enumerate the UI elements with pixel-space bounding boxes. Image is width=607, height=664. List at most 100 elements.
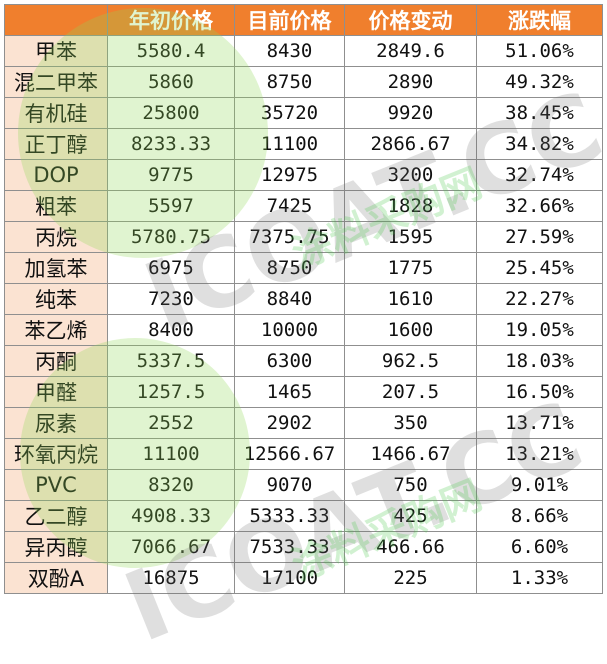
price-change-cell: 225 xyxy=(344,562,477,594)
price-change-cell: 9920 xyxy=(344,97,477,129)
product-name-cell: 纯苯 xyxy=(4,283,108,315)
start-price-cell: 9775 xyxy=(107,159,235,191)
price-change-cell: 466.66 xyxy=(344,531,477,563)
table-row: 丙烷 5780.75 7375.75 1595 27.59% xyxy=(4,221,603,253)
change-percent-cell: 32.74% xyxy=(476,159,603,191)
price-change-table: 年初价格 目前价格 价格变动 涨跌幅 甲苯 5580.4 8430 2849.6 51.… xyxy=(4,4,603,594)
current-price-cell: 17100 xyxy=(234,562,345,594)
product-name-cell: 环氧丙烷 xyxy=(4,438,108,470)
current-price-cell: 10000 xyxy=(234,314,345,346)
table-row: 正丁醇 8233.33 11100 2866.67 34.82% xyxy=(4,128,603,160)
product-name-cell: 加氢苯 xyxy=(4,252,108,284)
change-percent-cell: 38.45% xyxy=(476,97,603,129)
start-price-cell: 5780.75 xyxy=(107,221,235,253)
start-price-cell: 6975 xyxy=(107,252,235,284)
price-change-cell: 1600 xyxy=(344,314,477,346)
change-percent-cell: 9.01% xyxy=(476,469,603,501)
current-price-cell: 35720 xyxy=(234,97,345,129)
change-percent-cell: 13.21% xyxy=(476,438,603,470)
price-change-cell: 3200 xyxy=(344,159,477,191)
change-percent-cell: 34.82% xyxy=(476,128,603,160)
header-current-price: 目前价格 xyxy=(234,4,345,36)
table-header-row: 年初价格 目前价格 价格变动 涨跌幅 xyxy=(4,4,603,36)
start-price-cell: 5337.5 xyxy=(107,345,235,377)
price-change-cell: 2849.6 xyxy=(344,35,477,67)
start-price-cell: 8320 xyxy=(107,469,235,501)
price-change-cell: 1828 xyxy=(344,190,477,222)
header-price-change: 价格变动 xyxy=(344,4,477,36)
header-change-percent: 涨跌幅 xyxy=(476,4,603,36)
change-percent-cell: 6.60% xyxy=(476,531,603,563)
product-name-cell: DOP xyxy=(4,159,108,191)
product-name-cell: 异丙醇 xyxy=(4,531,108,563)
start-price-cell: 5597 xyxy=(107,190,235,222)
start-price-cell: 25800 xyxy=(107,97,235,129)
table-row: 异丙醇 7066.67 7533.33 466.66 6.60% xyxy=(4,531,603,563)
table-row: 苯乙烯 8400 10000 1600 19.05% xyxy=(4,314,603,346)
table-row: 纯苯 7230 8840 1610 22.27% xyxy=(4,283,603,315)
current-price-cell: 2902 xyxy=(234,407,345,439)
product-name-cell: 苯乙烯 xyxy=(4,314,108,346)
current-price-cell: 7533.33 xyxy=(234,531,345,563)
price-change-cell: 425 xyxy=(344,500,477,532)
change-percent-cell: 13.71% xyxy=(476,407,603,439)
price-change-cell: 1610 xyxy=(344,283,477,315)
change-percent-cell: 8.66% xyxy=(476,500,603,532)
current-price-cell: 8840 xyxy=(234,283,345,315)
start-price-cell: 1257.5 xyxy=(107,376,235,408)
change-percent-cell: 1.33% xyxy=(476,562,603,594)
current-price-cell: 5333.33 xyxy=(234,500,345,532)
product-name-cell: 乙二醇 xyxy=(4,500,108,532)
table-row: 尿素 2552 2902 350 13.71% xyxy=(4,407,603,439)
table-row: 双酚A 16875 17100 225 1.33% xyxy=(4,562,603,594)
start-price-cell: 8233.33 xyxy=(107,128,235,160)
table-row: 甲醛 1257.5 1465 207.5 16.50% xyxy=(4,376,603,408)
price-change-cell: 1466.67 xyxy=(344,438,477,470)
product-name-cell: PVC xyxy=(4,469,108,501)
header-start-price: 年初价格 xyxy=(107,4,235,36)
price-change-cell: 350 xyxy=(344,407,477,439)
product-name-cell: 甲醛 xyxy=(4,376,108,408)
change-percent-cell: 19.05% xyxy=(476,314,603,346)
product-name-cell: 丙酮 xyxy=(4,345,108,377)
current-price-cell: 8430 xyxy=(234,35,345,67)
price-change-cell: 750 xyxy=(344,469,477,501)
start-price-cell: 7066.67 xyxy=(107,531,235,563)
table-row: 混二甲苯 5860 8750 2890 49.32% xyxy=(4,66,603,98)
price-change-table-container: 年初价格 目前价格 价格变动 涨跌幅 甲苯 5580.4 8430 2849.6 51.… xyxy=(4,4,603,594)
table-row: 加氢苯 6975 8750 1775 25.45% xyxy=(4,252,603,284)
price-change-cell: 1595 xyxy=(344,221,477,253)
price-change-cell: 1775 xyxy=(344,252,477,284)
current-price-cell: 8750 xyxy=(234,66,345,98)
product-name-cell: 粗苯 xyxy=(4,190,108,222)
current-price-cell: 6300 xyxy=(234,345,345,377)
start-price-cell: 8400 xyxy=(107,314,235,346)
current-price-cell: 12566.67 xyxy=(234,438,345,470)
table-row: 粗苯 5597 7425 1828 32.66% xyxy=(4,190,603,222)
change-percent-cell: 18.03% xyxy=(476,345,603,377)
product-name-cell: 双酚A xyxy=(4,562,108,594)
start-price-cell: 5580.4 xyxy=(107,35,235,67)
start-price-cell: 4908.33 xyxy=(107,500,235,532)
change-percent-cell: 22.27% xyxy=(476,283,603,315)
table-row: 乙二醇 4908.33 5333.33 425 8.66% xyxy=(4,500,603,532)
table-row: PVC 8320 9070 750 9.01% xyxy=(4,469,603,501)
product-name-cell: 尿素 xyxy=(4,407,108,439)
table-row: 丙酮 5337.5 6300 962.5 18.03% xyxy=(4,345,603,377)
price-change-cell: 207.5 xyxy=(344,376,477,408)
current-price-cell: 1465 xyxy=(234,376,345,408)
start-price-cell: 11100 xyxy=(107,438,235,470)
product-name-cell: 丙烷 xyxy=(4,221,108,253)
product-name-cell: 有机硅 xyxy=(4,97,108,129)
price-change-cell: 2890 xyxy=(344,66,477,98)
change-percent-cell: 25.45% xyxy=(476,252,603,284)
table-row: 有机硅 25800 35720 9920 38.45% xyxy=(4,97,603,129)
current-price-cell: 12975 xyxy=(234,159,345,191)
change-percent-cell: 49.32% xyxy=(476,66,603,98)
start-price-cell: 5860 xyxy=(107,66,235,98)
change-percent-cell: 32.66% xyxy=(476,190,603,222)
start-price-cell: 16875 xyxy=(107,562,235,594)
start-price-cell: 2552 xyxy=(107,407,235,439)
product-name-cell: 混二甲苯 xyxy=(4,66,108,98)
table-body: 甲苯 5580.4 8430 2849.6 51.06% 混二甲苯 5860 8750 2890… xyxy=(4,35,603,594)
